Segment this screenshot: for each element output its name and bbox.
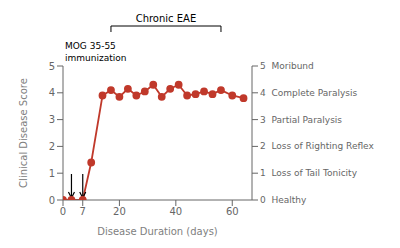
svg-text:5 Moribund: 5 Moribund [260, 61, 314, 71]
svg-text:1: 1 [49, 168, 55, 179]
svg-text:0: 0 [60, 206, 66, 217]
svg-text:Clinical Disease Score: Clinical Disease Score [18, 78, 29, 188]
svg-text:2: 2 [49, 141, 55, 152]
svg-text:4: 4 [49, 87, 55, 98]
svg-text:5: 5 [49, 61, 55, 72]
svg-text:1 Loss of Tail Tonicity: 1 Loss of Tail Tonicity [260, 168, 358, 178]
svg-text:0: 0 [49, 195, 55, 206]
svg-text:4 Complete Paralysis: 4 Complete Paralysis [260, 88, 357, 98]
svg-text:Disease Duration (days): Disease Duration (days) [97, 226, 218, 237]
svg-text:60: 60 [226, 206, 239, 217]
svg-text:MOG 35-55immunization: MOG 35-55immunization [65, 41, 126, 63]
svg-text:3: 3 [49, 114, 55, 125]
svg-text:Chronic EAE: Chronic EAE [136, 13, 197, 24]
svg-text:2 Loss of Righting Reflex: 2 Loss of Righting Reflex [260, 141, 374, 151]
svg-text:20: 20 [113, 206, 126, 217]
svg-text:7: 7 [80, 206, 86, 217]
svg-text:3 Partial Paralysis: 3 Partial Paralysis [260, 115, 342, 125]
svg-text:40: 40 [169, 206, 182, 217]
svg-text:0 Healthy: 0 Healthy [260, 195, 307, 205]
